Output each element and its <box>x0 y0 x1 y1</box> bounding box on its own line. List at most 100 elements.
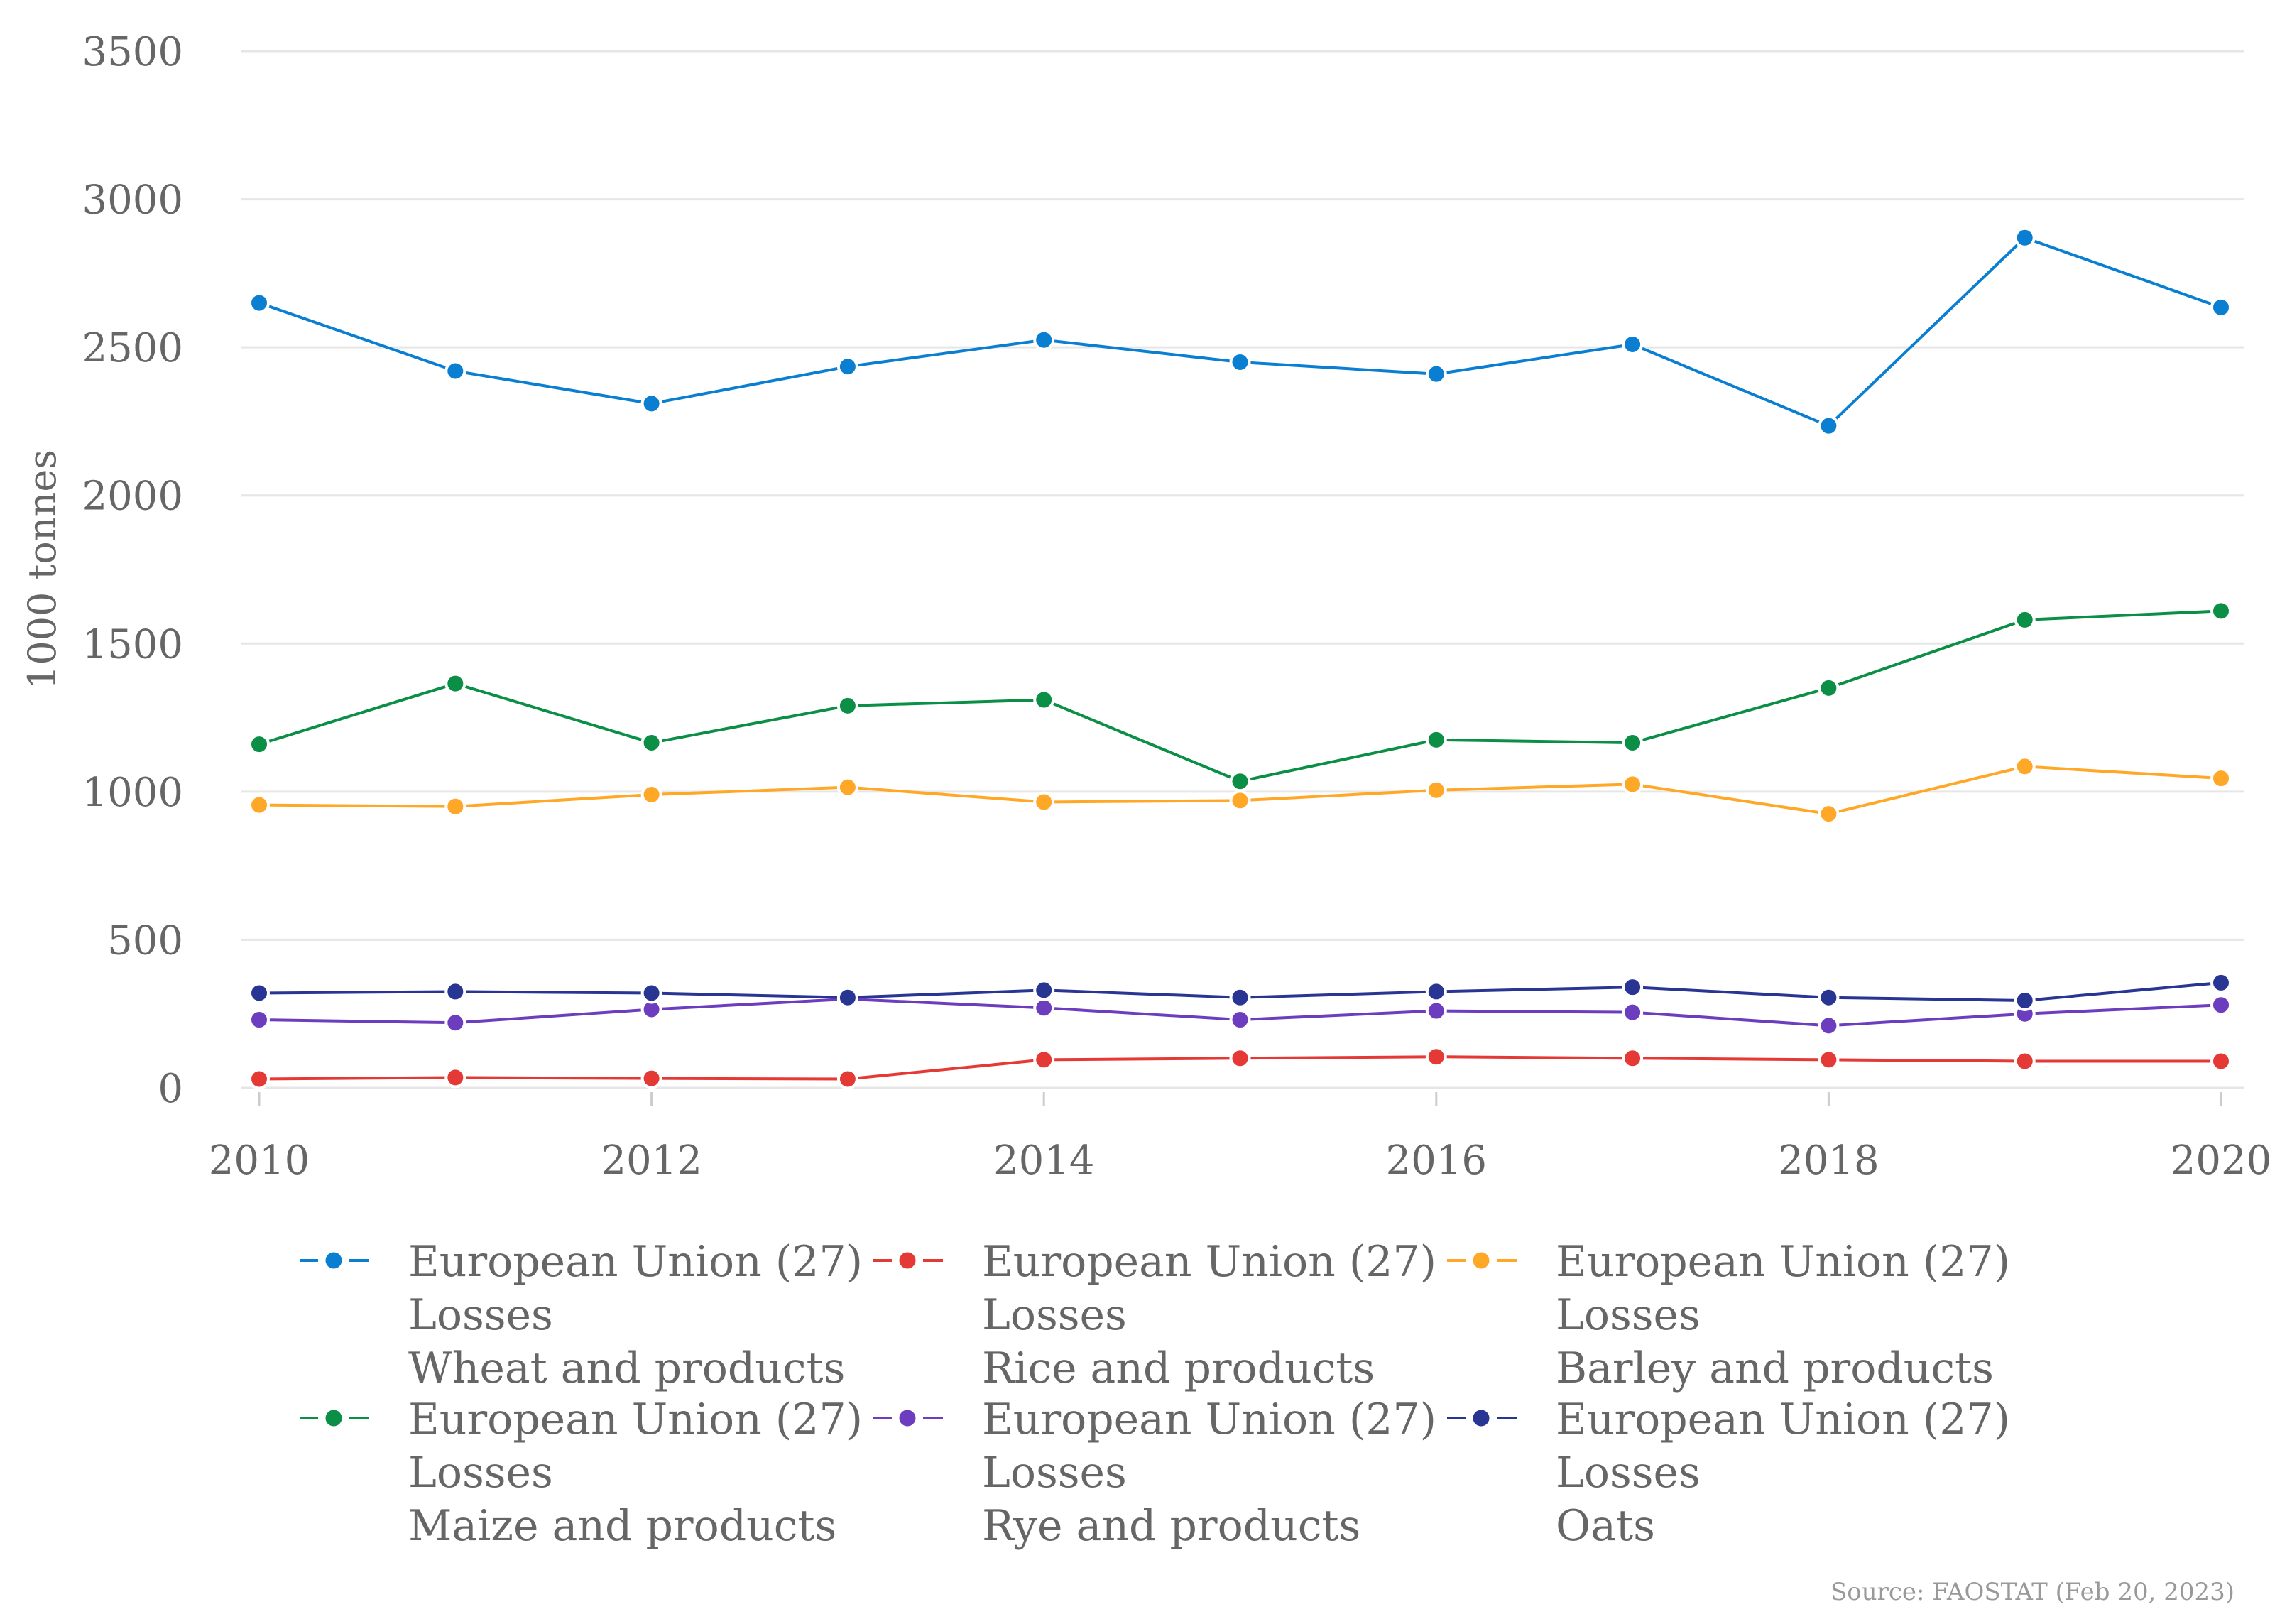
legend-label: European Union (27) Losses Barley and prod… <box>1556 1236 2010 1395</box>
series-6 <box>249 971 2232 1011</box>
data-point[interactable] <box>249 734 270 756</box>
x-tick-label: 2010 <box>209 1138 310 1184</box>
data-point[interactable] <box>1818 986 1840 1008</box>
data-point[interactable] <box>1622 732 1644 754</box>
data-point[interactable] <box>2210 971 2232 993</box>
data-point[interactable] <box>1229 770 1251 792</box>
data-point[interactable] <box>2210 994 2232 1016</box>
data-point[interactable] <box>836 1068 858 1090</box>
y-tick-label: 500 <box>107 917 183 964</box>
data-point[interactable] <box>2014 756 2036 778</box>
legend-marker <box>1447 1250 1517 1271</box>
data-point[interactable] <box>1622 1001 1644 1023</box>
data-point[interactable] <box>2014 989 2036 1011</box>
data-point[interactable] <box>1033 1049 1055 1071</box>
x-tick-label: 2018 <box>1778 1138 1879 1184</box>
data-point[interactable] <box>1818 803 1840 825</box>
data-point[interactable] <box>1033 791 1055 813</box>
data-point[interactable] <box>249 1009 270 1031</box>
series-3 <box>249 756 2232 825</box>
legend-dot <box>1470 1250 1492 1271</box>
legend-item[interactable]: European Union (27) Losses Barley and prod… <box>1446 1236 2014 1399</box>
legend-label-line: European Union (27) <box>1556 1237 2011 1287</box>
data-point[interactable] <box>444 1012 466 1034</box>
data-point[interactable] <box>444 795 466 817</box>
legend-item[interactable]: European Union (27) Losses Maize and produ… <box>298 1393 866 1557</box>
data-point[interactable] <box>1622 1047 1644 1069</box>
legend-label-line: European Union (27) <box>982 1237 1437 1287</box>
data-point[interactable] <box>836 986 858 1008</box>
data-point[interactable] <box>2210 600 2232 622</box>
y-tick-label: 2000 <box>82 474 183 520</box>
data-point[interactable] <box>640 732 662 754</box>
data-point[interactable] <box>1033 689 1055 711</box>
data-point[interactable] <box>2210 768 2232 790</box>
data-point[interactable] <box>1425 729 1447 751</box>
legend-label-line: Losses <box>982 1448 1127 1498</box>
data-point[interactable] <box>640 393 662 415</box>
data-point[interactable] <box>249 1068 270 1090</box>
data-point[interactable] <box>1033 979 1055 1001</box>
data-point[interactable] <box>1425 981 1447 1003</box>
data-point[interactable] <box>2014 227 2036 249</box>
data-point[interactable] <box>836 776 858 798</box>
legend-marker <box>1447 1407 1517 1429</box>
data-point[interactable] <box>1229 986 1251 1008</box>
legend-marker <box>300 1250 369 1271</box>
legend-marker <box>300 1407 369 1429</box>
data-point[interactable] <box>1622 976 1644 998</box>
data-point[interactable] <box>1033 997 1055 1019</box>
legend-label-line: Oats <box>1556 1501 1655 1551</box>
data-point[interactable] <box>2210 1050 2232 1072</box>
data-point[interactable] <box>1425 363 1447 385</box>
legend-dot <box>323 1250 344 1271</box>
data-point[interactable] <box>1229 1009 1251 1031</box>
data-point[interactable] <box>249 292 270 314</box>
legend-label-line: Losses <box>408 1448 553 1498</box>
data-point[interactable] <box>1229 790 1251 812</box>
data-point[interactable] <box>1229 351 1251 373</box>
data-point[interactable] <box>1229 1047 1251 1069</box>
data-point[interactable] <box>1622 333 1644 355</box>
data-point[interactable] <box>640 982 662 1004</box>
legend-label: European Union (27) Losses Rice and produc… <box>982 1236 1436 1395</box>
data-point[interactable] <box>249 794 270 816</box>
data-point[interactable] <box>2210 296 2232 318</box>
legend-item[interactable]: European Union (27) Losses Oats <box>1446 1393 2014 1557</box>
gridlines <box>241 50 2244 1089</box>
data-point[interactable] <box>1033 329 1055 351</box>
data-point[interactable] <box>1425 779 1447 801</box>
data-point[interactable] <box>444 981 466 1003</box>
source-note: Source: FAOSTAT (Feb 20, 2023) <box>1830 1578 2234 1606</box>
y-axis-ticks: 0 500 1000 1500 2000 2500 3000 3500 <box>82 29 183 1112</box>
data-point[interactable] <box>444 672 466 694</box>
data-point[interactable] <box>640 1067 662 1089</box>
data-point[interactable] <box>1818 1049 1840 1071</box>
data-point[interactable] <box>836 356 858 378</box>
legend-item[interactable]: European Union (27) Losses Rye and product… <box>872 1393 1440 1557</box>
series-line <box>258 609 2222 783</box>
data-point[interactable] <box>444 1067 466 1089</box>
legend-item[interactable]: European Union (27) Losses Rice and produc… <box>872 1236 1440 1399</box>
data-point[interactable] <box>444 360 466 382</box>
legend-label-line: Barley and products <box>1556 1344 1994 1393</box>
legend-item[interactable]: European Union (27) Losses Wheat and produ… <box>298 1236 866 1399</box>
data-point[interactable] <box>836 694 858 716</box>
data-point[interactable] <box>1818 1015 1840 1037</box>
data-point[interactable] <box>640 784 662 806</box>
data-point[interactable] <box>1818 415 1840 437</box>
data-point[interactable] <box>1622 773 1644 795</box>
data-point[interactable] <box>2014 1050 2036 1072</box>
data-point[interactable] <box>249 982 270 1004</box>
legend-marker <box>873 1407 943 1429</box>
legend-label-line: European Union (27) <box>408 1237 863 1287</box>
data-point[interactable] <box>1425 1000 1447 1022</box>
data-point[interactable] <box>1425 1046 1447 1068</box>
data-point[interactable] <box>2014 609 2036 631</box>
x-tick-label: 2014 <box>993 1138 1095 1184</box>
legend-dot <box>897 1407 918 1429</box>
data-point[interactable] <box>1818 677 1840 699</box>
legend-label-line: Wheat and products <box>408 1344 846 1393</box>
legend-label-line: Maize and products <box>408 1501 837 1551</box>
